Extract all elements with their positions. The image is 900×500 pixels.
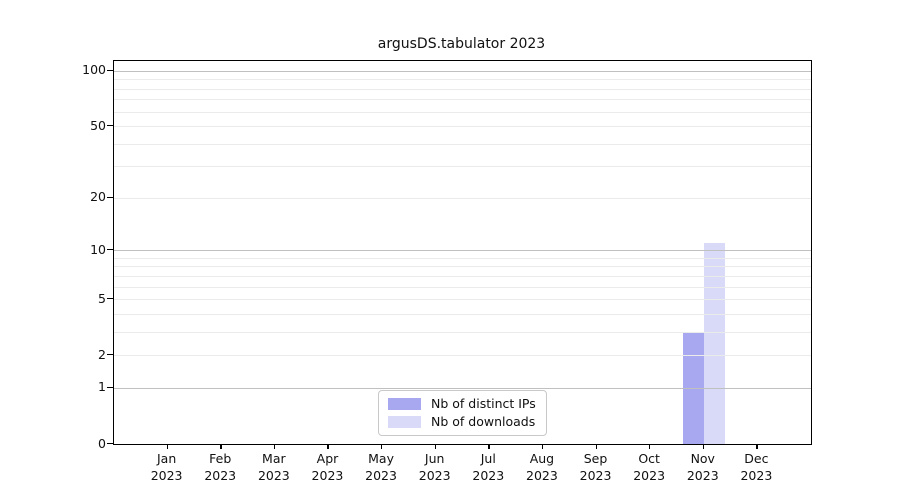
minor-gridline	[114, 126, 811, 128]
y-tick-mark	[107, 249, 113, 251]
minor-gridline	[114, 266, 811, 268]
y-tick-mark	[107, 125, 113, 127]
distinct-ips-swatch-icon	[388, 397, 421, 410]
downloads-swatch-icon	[388, 415, 421, 428]
plot-area	[113, 60, 812, 445]
y-tick-label: 2	[98, 346, 106, 362]
x-tick-label: Apr 2023	[311, 451, 344, 483]
legend: Nb of distinct IPs Nb of downloads	[378, 390, 547, 436]
bar-downloads	[703, 243, 725, 444]
x-tick-label: Jun 2023	[418, 451, 451, 483]
legend-label-distinct-ips: Nb of distinct IPs	[431, 396, 536, 411]
minor-gridline	[114, 331, 811, 333]
minor-gridline	[114, 355, 811, 357]
minor-gridline	[114, 111, 811, 113]
y-tick-mark	[107, 354, 113, 356]
minor-gridline	[114, 99, 811, 101]
y-tick-mark	[107, 386, 113, 389]
legend-entry-downloads: Nb of downloads	[388, 414, 536, 429]
x-tick-mark	[220, 444, 222, 449]
x-tick-label: Nov 2023	[686, 451, 719, 483]
x-tick-label: Mar 2023	[257, 451, 290, 483]
x-tick-mark	[595, 444, 597, 449]
x-tick-mark	[488, 444, 490, 449]
legend-label-downloads: Nb of downloads	[431, 414, 536, 429]
y-tick-mark	[107, 196, 113, 199]
x-tick-mark	[273, 444, 276, 449]
x-tick-mark	[649, 444, 651, 449]
chart-title: argusDS.tabulator 2023	[377, 36, 546, 52]
x-tick-label: Sep 2023	[579, 451, 612, 483]
x-tick-mark	[541, 444, 544, 449]
x-tick-mark	[756, 444, 758, 449]
x-tick-mark	[327, 444, 329, 449]
y-tick-label: 100	[82, 62, 106, 78]
y-tick-mark	[107, 443, 113, 445]
x-tick-label: Feb 2023	[204, 451, 237, 483]
minor-gridline	[114, 286, 811, 288]
y-tick-mark	[107, 69, 113, 72]
x-tick-label: Jul 2023	[472, 451, 505, 483]
x-tick-label: May 2023	[365, 451, 397, 483]
x-tick-label: Aug 2023	[526, 451, 558, 483]
minor-gridline	[114, 143, 811, 145]
x-tick-label: Jan 2023	[150, 451, 183, 483]
x-tick-mark	[434, 444, 436, 449]
major-gridline	[114, 70, 811, 72]
y-tick-label: 10	[90, 241, 106, 257]
minor-gridline	[114, 79, 811, 81]
y-tick-label: 5	[98, 290, 106, 306]
x-tick-mark	[381, 444, 383, 449]
major-gridline	[114, 250, 811, 252]
minor-gridline	[114, 166, 811, 168]
minor-gridline	[114, 275, 811, 277]
x-tick-mark	[166, 444, 168, 449]
minor-gridline	[114, 299, 811, 301]
y-tick-mark	[107, 298, 113, 300]
minor-gridline	[114, 257, 811, 259]
y-tick-label: 1	[98, 379, 106, 395]
x-tick-mark	[702, 444, 705, 449]
y-tick-label: 0	[98, 435, 106, 451]
major-gridline	[114, 387, 811, 389]
y-tick-label: 50	[90, 117, 106, 133]
minor-gridline	[114, 313, 811, 315]
x-tick-label: Dec 2023	[740, 451, 773, 483]
x-tick-label: Oct 2023	[633, 451, 666, 483]
minor-gridline	[114, 197, 811, 199]
minor-gridline	[114, 88, 811, 90]
legend-entry-distinct-ips: Nb of distinct IPs	[388, 396, 536, 411]
y-tick-label: 20	[90, 189, 106, 205]
